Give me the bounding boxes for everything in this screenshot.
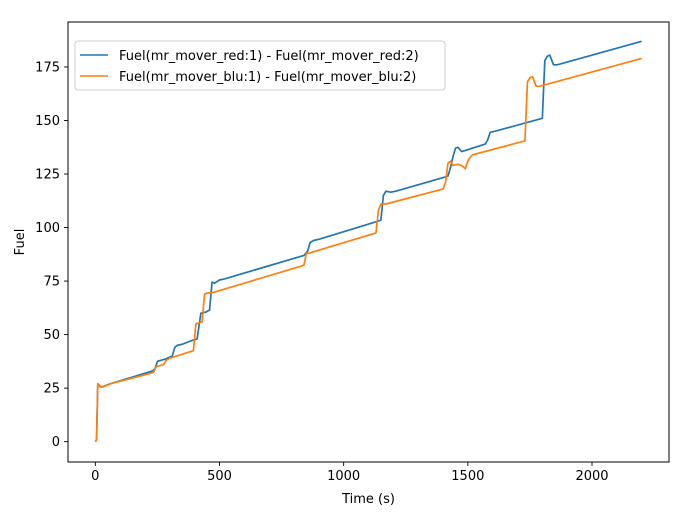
series-layer	[94, 40, 642, 443]
x-tick-label: 500	[207, 469, 232, 484]
series-line-1	[94, 57, 642, 443]
legend: Fuel(mr_mover_red:1) - Fuel(mr_mover_red…	[74, 40, 446, 91]
x-tick-label: 1000	[327, 469, 360, 484]
y-tick-label: 125	[35, 168, 60, 183]
series-line-0	[94, 40, 642, 443]
y-tick-label: 25	[43, 382, 60, 397]
x-tick-label: 0	[91, 469, 99, 484]
y-tick-label: 100	[35, 221, 60, 236]
x-axis: 0 500 1000 1500 2000	[91, 462, 609, 484]
y-tick-label: 75	[43, 275, 60, 290]
y-tick-label: 50	[43, 328, 60, 343]
x-axis-label: Time (s)	[341, 492, 395, 507]
plot-area	[68, 22, 669, 462]
y-tick-label: 0	[52, 435, 60, 450]
x-tick-label: 2000	[575, 469, 608, 484]
y-tick-label: 150	[35, 114, 60, 129]
y-axis: 0 25 50 75 100 125 150 175	[35, 60, 68, 450]
y-tick-label: 175	[35, 60, 60, 75]
plot-frame	[67, 21, 670, 463]
legend-label-blu: Fuel(mr_mover_blu:1) - Fuel(mr_mover_blu…	[119, 70, 416, 85]
x-tick-label: 1500	[451, 469, 484, 484]
legend-label-red: Fuel(mr_mover_red:1) - Fuel(mr_mover_red…	[119, 49, 419, 64]
y-axis-label: Fuel	[13, 229, 28, 256]
legend-box	[74, 40, 446, 91]
